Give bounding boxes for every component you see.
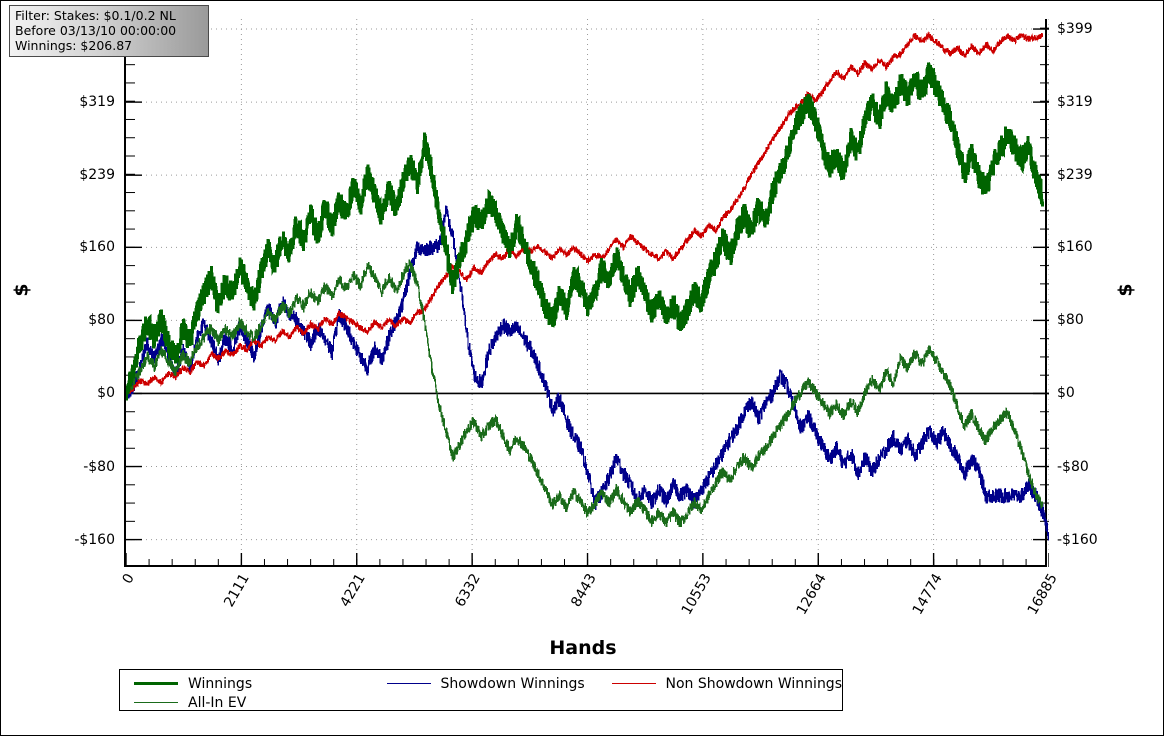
x-tick: 12664	[793, 571, 831, 618]
y-tick-right: $0	[1057, 385, 1075, 402]
y-tick-left: $80	[88, 312, 115, 329]
chart-legend: Winnings Showdown Winnings Non Showdown …	[119, 669, 843, 711]
y-tick-right: $239	[1057, 167, 1093, 184]
x-tick: 6332	[452, 571, 484, 610]
legend-item-showdown[interactable]: Showdown Winnings	[373, 676, 598, 692]
legend-swatch-showdown	[386, 683, 431, 684]
y-tick-left: $319	[79, 94, 115, 111]
x-axis-ticks: 0 2111 4221 6332 8443 10553 12664 14774 16885	[120, 571, 1061, 631]
y-axis-right-title: $	[1114, 283, 1137, 297]
legend-label-showdown: Showdown Winnings	[440, 675, 585, 692]
x-tick: 0	[119, 571, 138, 587]
legend-item-allin-ev[interactable]: All-In EV	[120, 695, 395, 711]
x-tick: 4221	[336, 571, 369, 610]
legend-label-non-showdown: Non Showdown Winnings	[665, 675, 842, 692]
legend-label-allin-ev: All-In EV	[188, 694, 247, 711]
legend-row-1: Winnings Showdown Winnings Non Showdown …	[120, 674, 842, 693]
y-tick-left: $160	[79, 239, 115, 256]
x-tick: 10553	[678, 571, 715, 618]
y-tick-right: -$80	[1057, 458, 1089, 475]
y-tick-left: -$160	[74, 531, 115, 548]
y-tick-right: $399	[1057, 21, 1093, 38]
y-tick-right: $80	[1057, 312, 1084, 329]
legend-label-winnings: Winnings	[188, 675, 253, 692]
y-tick-left: $239	[79, 167, 115, 184]
filter-date-line: Before 03/13/10 00:00:00	[15, 23, 177, 38]
filter-winnings-line: Winnings: $206.87	[15, 38, 133, 53]
legend-swatch-allin-ev	[134, 702, 178, 703]
y-axis-right-ticks: $399 $319 $239 $160 $80 $0 -$80 -$160	[1057, 19, 1157, 567]
legend-row-2: All-In EV	[120, 693, 842, 712]
filter-stakes-line: Filter: Stakes: $0.1/0.2 NL	[15, 8, 176, 23]
x-tick: 16885	[1024, 571, 1061, 618]
y-axis-left-title: $	[10, 283, 33, 297]
y-tick-left: $0	[97, 385, 115, 402]
x-tick: 8443	[567, 571, 600, 610]
legend-swatch-winnings	[134, 682, 178, 685]
y-tick-right: $319	[1057, 94, 1093, 111]
y-tick-right: $160	[1057, 239, 1093, 256]
x-axis-title: Hands	[549, 637, 617, 659]
y-tick-left: -$80	[83, 458, 115, 475]
filter-info-box: Filter: Stakes: $0.1/0.2 NL Before 03/13…	[9, 5, 209, 57]
legend-item-non-showdown[interactable]: Non Showdown Winnings	[598, 676, 842, 692]
y-axis-left-ticks: $319 $239 $160 $80 $0 -$80 -$160	[31, 19, 115, 567]
chart-canvas	[126, 19, 1049, 567]
y-tick-right: -$160	[1057, 531, 1098, 548]
legend-swatch-non-showdown	[611, 683, 656, 684]
x-tick: 2111	[221, 571, 254, 610]
legend-item-winnings[interactable]: Winnings	[120, 676, 373, 692]
plot-area	[124, 19, 1049, 567]
x-tick: 14774	[909, 571, 946, 618]
